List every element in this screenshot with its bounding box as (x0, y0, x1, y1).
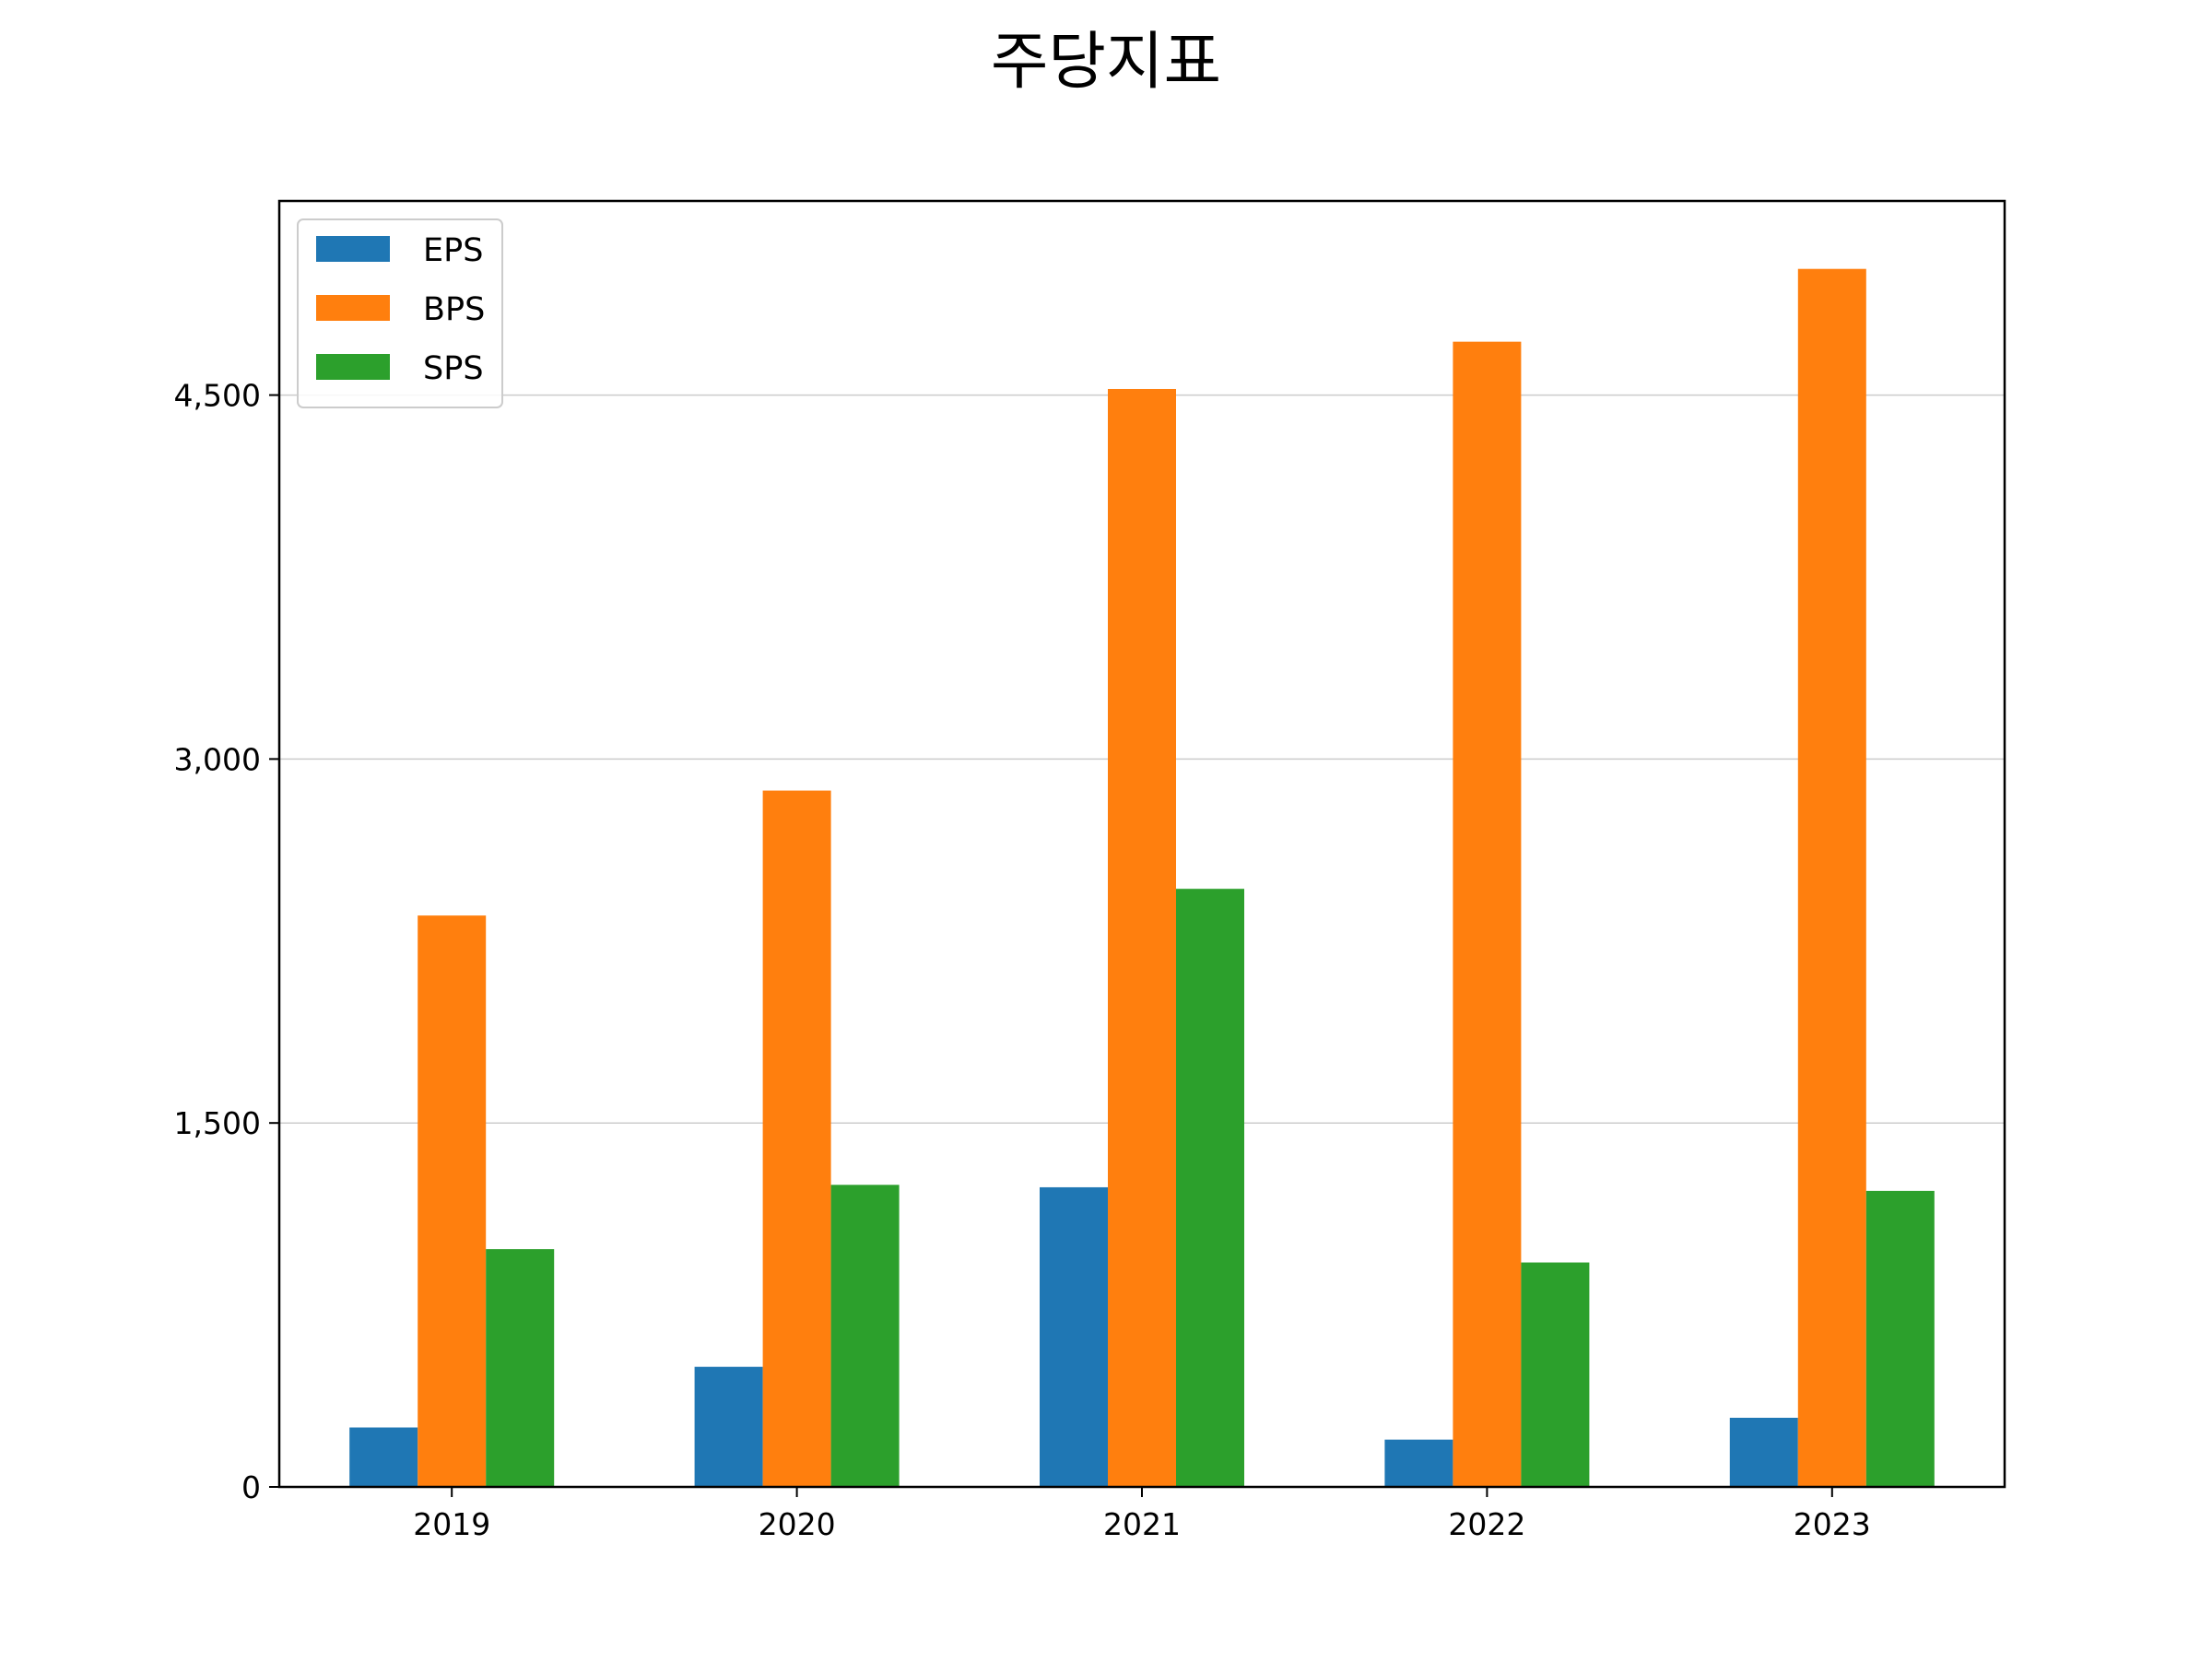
bar-bps-2019 (418, 915, 487, 1487)
x-tick-label: 2019 (413, 1506, 490, 1542)
legend-swatch-sps (316, 354, 390, 380)
x-tick-label: 2023 (1794, 1506, 1871, 1542)
bar-bps-2022 (1453, 341, 1522, 1487)
bar-eps-2022 (1384, 1439, 1453, 1487)
bar-sps-2022 (1521, 1262, 1590, 1487)
legend-label-eps: EPS (423, 232, 483, 269)
y-axis: 0 1,500 3,000 4,500 (174, 378, 279, 1505)
x-tick-label: 2022 (1448, 1506, 1525, 1542)
legend-label-sps: SPS (423, 350, 484, 387)
x-tick-label: 2021 (1103, 1506, 1181, 1542)
bar-sps-2019 (486, 1249, 555, 1487)
y-tick-label: 1,500 (174, 1105, 261, 1141)
bar-bps-2021 (1108, 388, 1176, 1487)
x-tick-label: 2020 (759, 1506, 836, 1542)
bars (349, 268, 1935, 1487)
bar-sps-2023 (1865, 1190, 1935, 1487)
y-tick-label: 0 (241, 1469, 261, 1505)
y-tick-label: 3,000 (174, 741, 261, 777)
legend-swatch-eps (316, 236, 390, 262)
bar-sps-2020 (830, 1185, 900, 1487)
bar-eps-2020 (694, 1366, 763, 1487)
bar-sps-2021 (1176, 889, 1244, 1487)
legend-label-bps: BPS (423, 291, 485, 328)
bar-bps-2020 (762, 790, 831, 1487)
x-axis: 2019 2020 2021 2022 2023 (413, 1487, 1871, 1542)
y-tick-label: 4,500 (174, 378, 261, 414)
chart-title: 주당지표 (991, 26, 1221, 99)
bar-eps-2021 (1040, 1186, 1108, 1487)
bar-bps-2023 (1797, 268, 1866, 1487)
bar-eps-2023 (1729, 1417, 1798, 1487)
legend-swatch-bps (316, 295, 390, 321)
legend: EPS BPS SPS (297, 218, 503, 408)
bar-eps-2019 (349, 1427, 418, 1487)
